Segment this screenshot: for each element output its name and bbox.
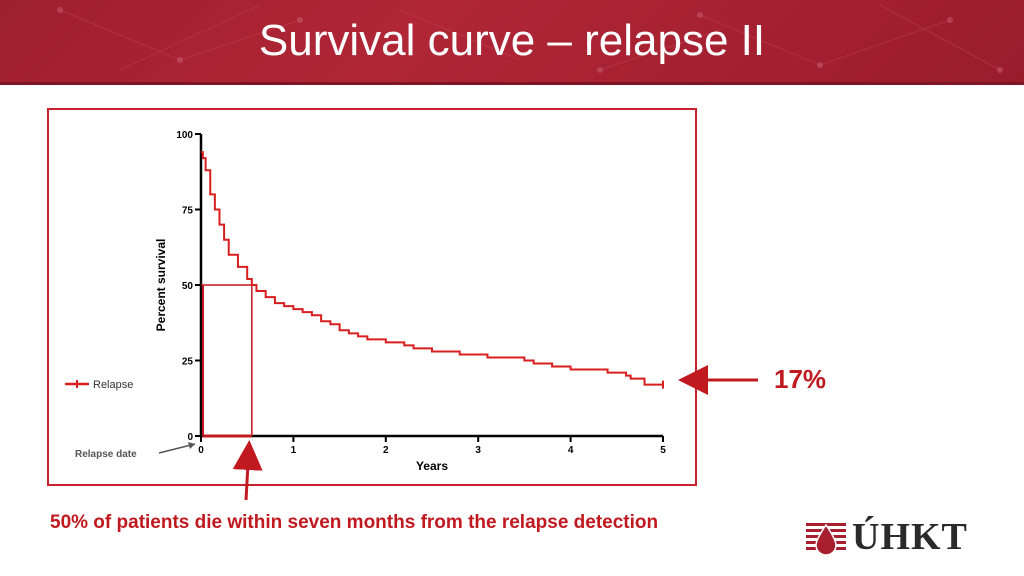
- x-tick-label: 3: [475, 445, 481, 456]
- y-tick-label: 50: [182, 281, 194, 292]
- logo: ÚHKT: [804, 515, 984, 561]
- callout-value: 17%: [774, 364, 827, 394]
- x-tick-label: 2: [383, 445, 389, 456]
- series-group: [201, 151, 664, 389]
- x-axis-label: Years: [416, 459, 448, 473]
- series-line-relapse: [201, 151, 663, 386]
- chart-labels: 0 25 50 75 100 0 1 2 3 4 5 Years Percent survival Rel…: [75, 130, 666, 473]
- y-tick-label: 0: [187, 432, 193, 443]
- annotation-note: 50% of patients die within seven months …: [50, 512, 659, 533]
- logo-text: ÚHKT: [852, 516, 968, 558]
- chart-legend: Relapse: [65, 379, 133, 391]
- median-guides: [201, 284, 253, 438]
- title-bar: Survival curve – relapse II: [0, 0, 1024, 85]
- y-axis-label: Percent survival: [154, 239, 168, 332]
- y-tick-label: 75: [182, 206, 194, 217]
- network-pattern: [57, 4, 1003, 73]
- logo-mark: [806, 523, 846, 556]
- x-tick-label: 0: [198, 445, 204, 456]
- y-tick-label: 25: [182, 357, 194, 368]
- x-tick-label: 1: [291, 445, 297, 456]
- relapse-date-label: Relapse date: [75, 449, 137, 460]
- survival-chart: Relapse 0 25 50 75 100 0 1 2 3 4 5 Years Percent sur…: [65, 130, 666, 473]
- slide-title: Survival curve – relapse II: [258, 16, 766, 65]
- x-tick-label: 5: [660, 445, 666, 456]
- chart-frame: Relapse 0 25 50 75 100 0 1 2 3 4 5 Years Percent sur…: [47, 108, 697, 486]
- chart-axes: [195, 133, 664, 442]
- x-tick-label: 4: [568, 445, 574, 456]
- relapse-date-arrowhead: [188, 442, 195, 449]
- legend-label: Relapse: [93, 379, 133, 391]
- y-tick-label: 100: [176, 130, 193, 141]
